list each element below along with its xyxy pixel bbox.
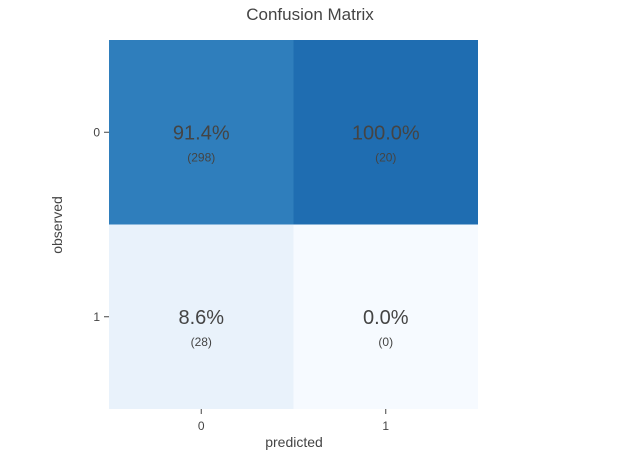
cell-percent-obs0-pred0: 91.4%	[173, 122, 230, 144]
heatmap-cell-obs0-pred1	[293, 40, 478, 225]
cell-percent-obs1-pred0: 8.6%	[178, 307, 224, 329]
heatmap-cells: 91.4% (298) 100.0% (20) 8.6% (28) 0.0% (0)	[109, 40, 478, 409]
heatmap-cell-obs1-pred1	[293, 224, 478, 409]
chart-title: Confusion Matrix	[246, 5, 374, 24]
cell-count-obs0-pred0: (298)	[187, 150, 215, 164]
cell-count-obs0-pred1: (20)	[375, 150, 396, 164]
cell-count-obs1-pred1: (0)	[378, 335, 393, 349]
cell-percent-obs0-pred1: 100.0%	[352, 122, 420, 144]
heatmap-cell-obs1-pred0	[109, 224, 294, 409]
cell-percent-obs1-pred1: 0.0%	[363, 307, 409, 329]
x-tick-label-0: 0	[198, 419, 205, 433]
y-tick-label-0: 0	[93, 125, 100, 139]
cell-count-obs1-pred0: (28)	[191, 335, 212, 349]
y-axis: 01	[93, 125, 109, 324]
heatmap-cell-obs0-pred0	[109, 40, 294, 225]
y-axis-label: observed	[49, 196, 65, 254]
x-tick-label-1: 1	[382, 419, 389, 433]
y-tick-label-1: 1	[93, 310, 100, 324]
x-axis-label: predicted	[265, 434, 323, 450]
